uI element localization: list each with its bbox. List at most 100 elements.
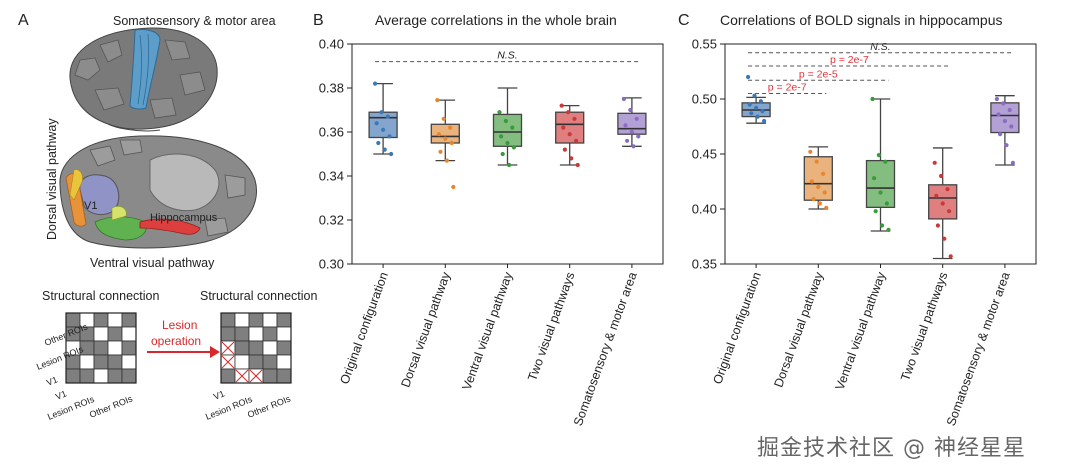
data-point <box>1004 143 1009 148</box>
data-point <box>998 132 1003 137</box>
data-point <box>389 151 394 157</box>
somatosensory-region <box>129 29 161 110</box>
watermark: 掘金技术社区 @ 神经星星 <box>757 436 1026 461</box>
matrix-cell <box>65 368 81 384</box>
matrix-cell <box>248 312 264 328</box>
matrix-cell <box>93 354 109 370</box>
y-tick-label: 0.38 <box>319 81 344 96</box>
v1-label: V1 <box>84 200 97 212</box>
data-point <box>566 110 571 115</box>
data-point <box>382 147 387 152</box>
matrix-cell <box>121 312 137 328</box>
y-tick-label: 0.40 <box>692 202 717 217</box>
matrix-row-label-v1: V1 <box>45 374 59 387</box>
matrix-cell <box>248 340 264 356</box>
brain-lateral-view <box>69 27 218 132</box>
data-point <box>822 190 827 195</box>
data-point <box>636 134 641 139</box>
data-point <box>505 140 510 146</box>
matrix-cell <box>220 368 236 384</box>
matrix-col-label-lesion-right: Lesion ROIs <box>204 394 254 422</box>
data-point <box>629 129 635 135</box>
lesion-mark <box>221 355 235 369</box>
data-point <box>872 176 877 181</box>
data-point <box>562 147 568 152</box>
data-point <box>572 116 577 121</box>
panel-b: B Average correlations in the whole brai… <box>313 12 664 428</box>
matrix-lesioned <box>220 312 292 384</box>
data-point <box>621 96 627 102</box>
data-point <box>499 134 504 139</box>
hippocampus-label: Hippocampus <box>150 212 218 224</box>
matrix-cell <box>93 312 109 328</box>
matrix-cell <box>262 326 278 342</box>
box <box>865 159 896 209</box>
data-point <box>749 111 754 116</box>
ventral-pathway-label: Ventral visual pathway <box>90 256 215 270</box>
data-point <box>379 110 384 115</box>
box <box>990 102 1020 134</box>
data-point <box>945 187 950 192</box>
matrix-cell <box>248 326 264 342</box>
y-tick-label: 0.40 <box>319 37 344 52</box>
data-point <box>561 125 566 130</box>
data-point <box>873 209 878 214</box>
data-point <box>1001 101 1006 106</box>
dorsal-pathway-region <box>65 173 87 227</box>
data-point <box>878 190 883 195</box>
data-point <box>385 114 390 119</box>
y-tick-label: 0.45 <box>692 147 717 162</box>
matrix-cell <box>121 368 137 384</box>
matrix-cell <box>93 326 109 342</box>
y-tick-label: 0.32 <box>319 213 344 228</box>
matrix-cell <box>248 354 264 370</box>
data-point <box>376 140 381 146</box>
y-tick-label: 0.50 <box>692 92 717 107</box>
matrix-cell <box>276 326 292 342</box>
data-point <box>1009 124 1014 129</box>
panel-a-letter: A <box>18 12 29 29</box>
x-tick-label: Dorsal visual pathway <box>398 270 453 390</box>
matrix-cell <box>93 340 109 356</box>
data-point <box>934 193 939 198</box>
data-point <box>948 254 953 259</box>
box <box>430 123 460 144</box>
data-point <box>809 179 815 184</box>
somatosensory-label: Somatosensory & motor area <box>113 14 276 28</box>
data-point <box>821 171 826 176</box>
box <box>555 111 585 144</box>
x-tick-label: Ventral visual pathway <box>460 270 516 392</box>
matrix-cell <box>276 368 292 384</box>
y-tick-label: 0.35 <box>692 257 717 272</box>
x-tick-label: Dorsal visual pathway <box>771 270 826 390</box>
data-point <box>808 149 813 154</box>
data-point <box>625 138 630 143</box>
panel-c-title: Correlations of BOLD signals in hippocam… <box>720 12 1002 28</box>
data-point <box>758 99 764 104</box>
y-tick-label: 0.55 <box>692 37 717 52</box>
matrix-cell <box>121 354 137 370</box>
significance-label: p = 2e-5 <box>799 68 838 80</box>
data-point <box>947 209 952 214</box>
data-point <box>811 197 816 202</box>
matrix-col-label-v1-right: V1 <box>212 388 226 401</box>
data-point <box>374 121 379 126</box>
lesion-label-2: operation <box>151 334 201 348</box>
data-point <box>623 123 628 128</box>
data-point <box>870 96 875 102</box>
data-point <box>510 125 515 130</box>
x-tick-label: Two visual pathways <box>898 270 950 383</box>
data-point <box>500 151 505 157</box>
sc-title-left: Structural connection <box>42 289 159 303</box>
matrix-cell <box>107 312 123 328</box>
data-point <box>883 159 888 164</box>
data-point <box>387 134 392 139</box>
x-tick-label: Somatosensory & motor area <box>944 270 1013 428</box>
lesion-mark <box>249 369 263 383</box>
data-point <box>574 138 579 143</box>
matrix-cell <box>107 368 123 384</box>
matrix-cell <box>262 354 278 370</box>
matrix-cell <box>107 326 123 342</box>
matrix-cell <box>79 354 95 370</box>
